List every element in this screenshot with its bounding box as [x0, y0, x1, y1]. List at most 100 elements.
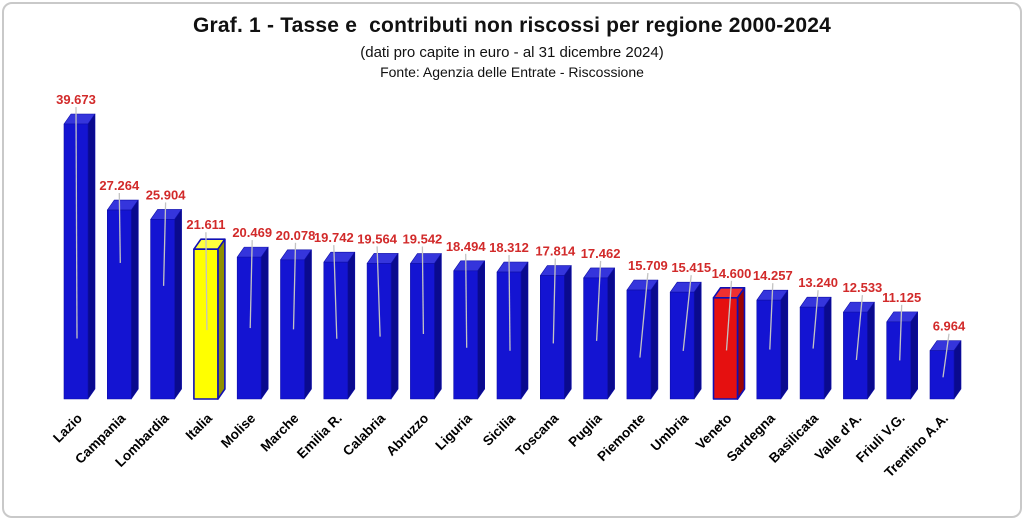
- bar-side-face: [607, 267, 615, 400]
- value-label: 25.904: [146, 187, 187, 202]
- value-label: 18.312: [489, 240, 529, 255]
- bar-front-face: [626, 289, 652, 400]
- label-leader-line: [639, 273, 649, 358]
- category-label: Abruzzo: [383, 411, 431, 459]
- bar-side-face: [87, 113, 96, 400]
- bar-side-face: [520, 261, 529, 400]
- bar-side-face: [131, 199, 139, 400]
- category-label: Liguria: [432, 410, 475, 453]
- value-label: 27.264: [99, 178, 140, 193]
- bar-side-face: [736, 286, 746, 400]
- category-label: Lazio: [50, 411, 85, 446]
- value-label: 19.742: [314, 230, 354, 245]
- bar-side-face: [390, 253, 399, 400]
- bar-front-face: [366, 263, 392, 400]
- bar-group-italia: 21.611 Italia: [183, 217, 226, 443]
- value-label: 17.462: [581, 246, 621, 261]
- bar-front-face: [799, 306, 825, 400]
- bar-front-face: [453, 270, 479, 400]
- bar-group-puglia: 17.462 Puglia: [565, 246, 620, 450]
- category-label: Piemonte: [594, 410, 648, 464]
- bar-side-face: [650, 279, 659, 400]
- value-label: 21.611: [186, 217, 225, 232]
- label-leader-line: [421, 246, 425, 334]
- bar-side-face: [910, 311, 919, 400]
- bar-front-face: [929, 350, 955, 400]
- label-leader-line: [292, 242, 297, 330]
- category-label: Molise: [218, 410, 259, 451]
- bar-group-sicilia: 18.312 Sicilia: [480, 240, 529, 449]
- label-leader-line: [942, 333, 950, 378]
- bar-front-face: [583, 277, 608, 400]
- category-label: Sicilia: [480, 410, 519, 449]
- bar-side-face: [693, 281, 702, 400]
- label-leader-line: [333, 245, 338, 339]
- category-label: Toscana: [513, 410, 562, 459]
- bar-side-face: [347, 251, 356, 400]
- label-leader-line: [465, 253, 468, 348]
- bar-side-face: [780, 289, 789, 400]
- bar-group-veneto: 14.600 Veneto: [693, 266, 752, 453]
- bar-front-face: [410, 263, 435, 400]
- value-label: 19.542: [403, 232, 443, 247]
- label-leader-line: [75, 106, 78, 339]
- label-leader-line: [812, 290, 819, 349]
- label-leader-line: [205, 232, 208, 331]
- category-label: Veneto: [693, 411, 735, 453]
- bar-side-face: [217, 238, 226, 400]
- bar-front-face: [756, 299, 782, 400]
- bar-group-molise: 20.469 Molise: [218, 225, 272, 451]
- value-label: 39.673: [56, 92, 96, 107]
- value-label: 20.078: [276, 228, 316, 243]
- value-label: 15.709: [628, 258, 668, 273]
- label-leader-line: [552, 258, 556, 344]
- value-label: 14.257: [753, 268, 793, 283]
- bar-front-face: [843, 311, 868, 400]
- chart-subtitle: (dati pro capite in euro - al 31 dicembr…: [360, 44, 664, 61]
- value-label: 14.600: [712, 266, 752, 281]
- value-label: 11.125: [882, 290, 921, 305]
- value-label: 13.240: [798, 275, 838, 290]
- bar-side-face: [563, 265, 572, 400]
- value-label: 20.469: [232, 225, 272, 240]
- label-leader-line: [162, 202, 167, 286]
- bar-group-lazio: 39.673 Lazio: [50, 92, 96, 446]
- bar-front-face: [107, 209, 132, 400]
- category-label: Puglia: [565, 410, 605, 450]
- bar-side-face: [953, 340, 962, 400]
- bar-front-face: [669, 291, 695, 400]
- bar-front-face: [280, 259, 305, 400]
- value-label: 15.415: [671, 260, 711, 275]
- chart-title: Graf. 1 - Tasse e contributi non riscoss…: [193, 14, 831, 37]
- label-leader-line: [118, 193, 121, 263]
- category-label: Calabria: [340, 410, 389, 459]
- category-label: Italia: [183, 410, 216, 443]
- bar-side-face: [174, 209, 182, 400]
- bar-side-face: [477, 260, 486, 400]
- bar-front-face: [323, 261, 349, 400]
- bar-front-face: [236, 256, 262, 400]
- bar-front-face: [886, 321, 912, 400]
- label-leader-line: [725, 280, 733, 351]
- chart-source: Fonte: Agenzia delle Entrate - Riscossio…: [380, 64, 644, 80]
- label-leader-line: [376, 246, 381, 337]
- label-leader-line: [682, 275, 692, 351]
- value-label: 19.564: [357, 231, 398, 246]
- bar-side-face: [434, 253, 442, 400]
- bar-side-face: [260, 246, 269, 400]
- category-label: Marche: [258, 410, 302, 454]
- category-label: Emilia R.: [294, 411, 345, 462]
- label-leader-line: [855, 295, 864, 360]
- bar-side-face: [823, 296, 832, 400]
- bar-side-face: [867, 301, 875, 400]
- bar-side-face: [304, 249, 312, 400]
- label-leader-line: [508, 255, 511, 351]
- bar-front-face: [539, 275, 565, 400]
- value-label: 17.814: [535, 244, 576, 259]
- bar-front-face: [193, 248, 219, 400]
- label-leader-line: [249, 240, 253, 329]
- bar-front-face: [63, 123, 89, 400]
